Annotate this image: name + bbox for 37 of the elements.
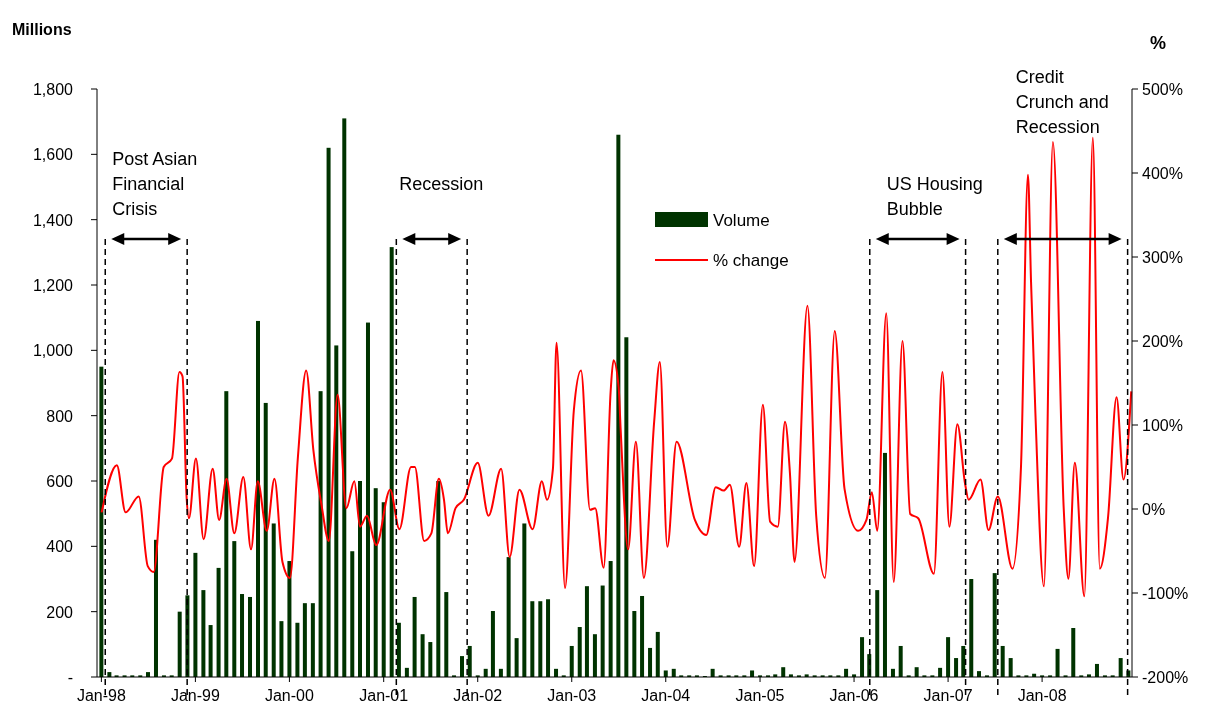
x-tick-label: Jan-03	[547, 687, 597, 704]
y2-tick-label: 500%	[1142, 81, 1183, 98]
y-tick-label: 400	[46, 538, 74, 556]
y-tick-label: 1,600	[32, 146, 74, 164]
x-tick-label: Jan-08	[1017, 687, 1067, 704]
y-tick-label: -	[67, 669, 73, 686]
legend-label: Volume	[713, 211, 770, 230]
annotation: Credit Crunch and Recession	[1015, 67, 1109, 137]
x-tick-label: Jan-00	[264, 687, 314, 704]
x-tick-label: Jan-05	[735, 687, 785, 704]
legend-label: % change	[713, 251, 789, 270]
annotation: US Housing Bubble	[886, 174, 983, 219]
x-tick-label: Jan-06	[829, 687, 879, 704]
x-tick-label: Jan-98	[76, 687, 126, 704]
annotation: Recession	[399, 174, 484, 194]
x-tick-label: Jan-04	[641, 687, 691, 704]
y2-tick-label: 200%	[1142, 333, 1183, 350]
x-tick-label: Jan-01	[359, 687, 409, 704]
y-tick-label: 1,200	[32, 277, 74, 294]
y2-tick-label: 400%	[1142, 165, 1183, 182]
y2-tick-label: 100%	[1142, 417, 1183, 434]
y2-tick-label: -100%	[1142, 585, 1189, 602]
y2-tick-label: -200%	[1142, 669, 1189, 686]
y2-axis-title: %	[1150, 33, 1167, 53]
y2-tick-label: 300%	[1142, 249, 1183, 266]
y2-tick-label: 0%	[1142, 501, 1166, 518]
y-tick-label: 800	[46, 407, 74, 425]
annotation: Post Asian Financial Crisis	[112, 149, 198, 219]
y-tick-label: 600	[46, 473, 74, 490]
y-tick-label: 1,000	[32, 342, 74, 360]
y-axis-title: Millions	[12, 21, 72, 38]
y-tick-label: 200	[46, 603, 74, 621]
x-tick-label: Jan-07	[923, 687, 973, 704]
x-tick-label: Jan-02	[453, 687, 503, 704]
x-tick-label: Jan-99	[170, 687, 220, 704]
y-tick-label: 1,800	[32, 81, 74, 98]
y-tick-label: 1,400	[32, 211, 74, 229]
